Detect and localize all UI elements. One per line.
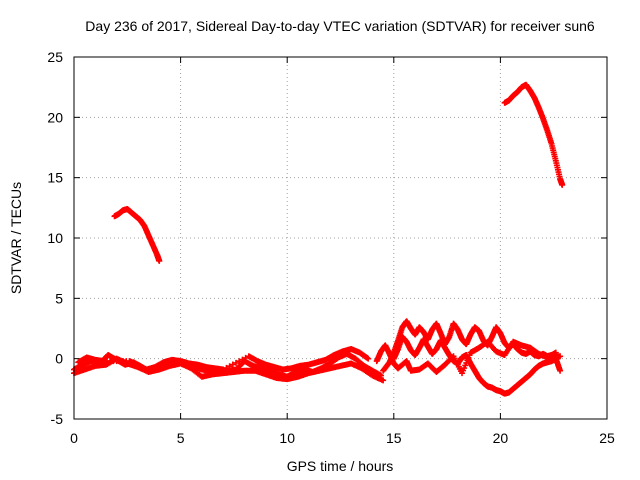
- data-point-fill: [226, 363, 233, 370]
- data-point-fill: [233, 359, 240, 366]
- series-arc-early-high: [111, 206, 163, 264]
- series-track-c: [75, 346, 372, 373]
- y-tick-label: 25: [47, 49, 63, 65]
- y-tick-label: 0: [55, 351, 63, 367]
- data-point: [156, 257, 163, 264]
- data-point-fill: [223, 364, 230, 371]
- data-marks: [71, 81, 566, 397]
- x-tick-label: 25: [599, 430, 615, 446]
- data-point: [552, 349, 559, 356]
- series-arc-late-high: [501, 81, 566, 188]
- series-track-e: [390, 333, 564, 397]
- x-tick-label: 10: [279, 430, 295, 446]
- tick-labels: 0 5 10 15 20 25 -5 0 5 10 15 20 25: [47, 49, 615, 446]
- data-point: [365, 355, 372, 362]
- y-tick-label: -5: [51, 411, 64, 427]
- plot-frame: [73, 56, 608, 420]
- y-tick-label: 15: [47, 170, 63, 186]
- data-point-fill: [236, 358, 243, 365]
- grid-lines: [74, 57, 607, 419]
- data-point-fill: [229, 361, 236, 368]
- y-axis-label: SDTVAR / TECUs: [8, 182, 24, 294]
- series-track-f: [373, 338, 559, 377]
- x-tick-label: 20: [493, 430, 509, 446]
- y-tick-label: 5: [55, 290, 63, 306]
- x-axis-label: GPS time / hours: [287, 458, 394, 474]
- y-tick-label: 10: [47, 230, 63, 246]
- chart-title: Day 236 of 2017, Sidereal Day-to-day VTE…: [85, 18, 595, 34]
- data-point: [559, 181, 566, 188]
- x-tick-label: 15: [386, 430, 402, 446]
- x-tick-label: 0: [70, 430, 78, 446]
- data-point: [557, 367, 564, 374]
- data-point-fill: [242, 354, 249, 361]
- data-point: [380, 377, 387, 384]
- data-point-fill: [239, 356, 246, 363]
- series-track-b: [71, 355, 387, 384]
- data-point: [557, 353, 564, 360]
- data-point: [220, 366, 227, 373]
- y-tick-label: 20: [47, 109, 63, 125]
- x-tick-label: 5: [177, 430, 185, 446]
